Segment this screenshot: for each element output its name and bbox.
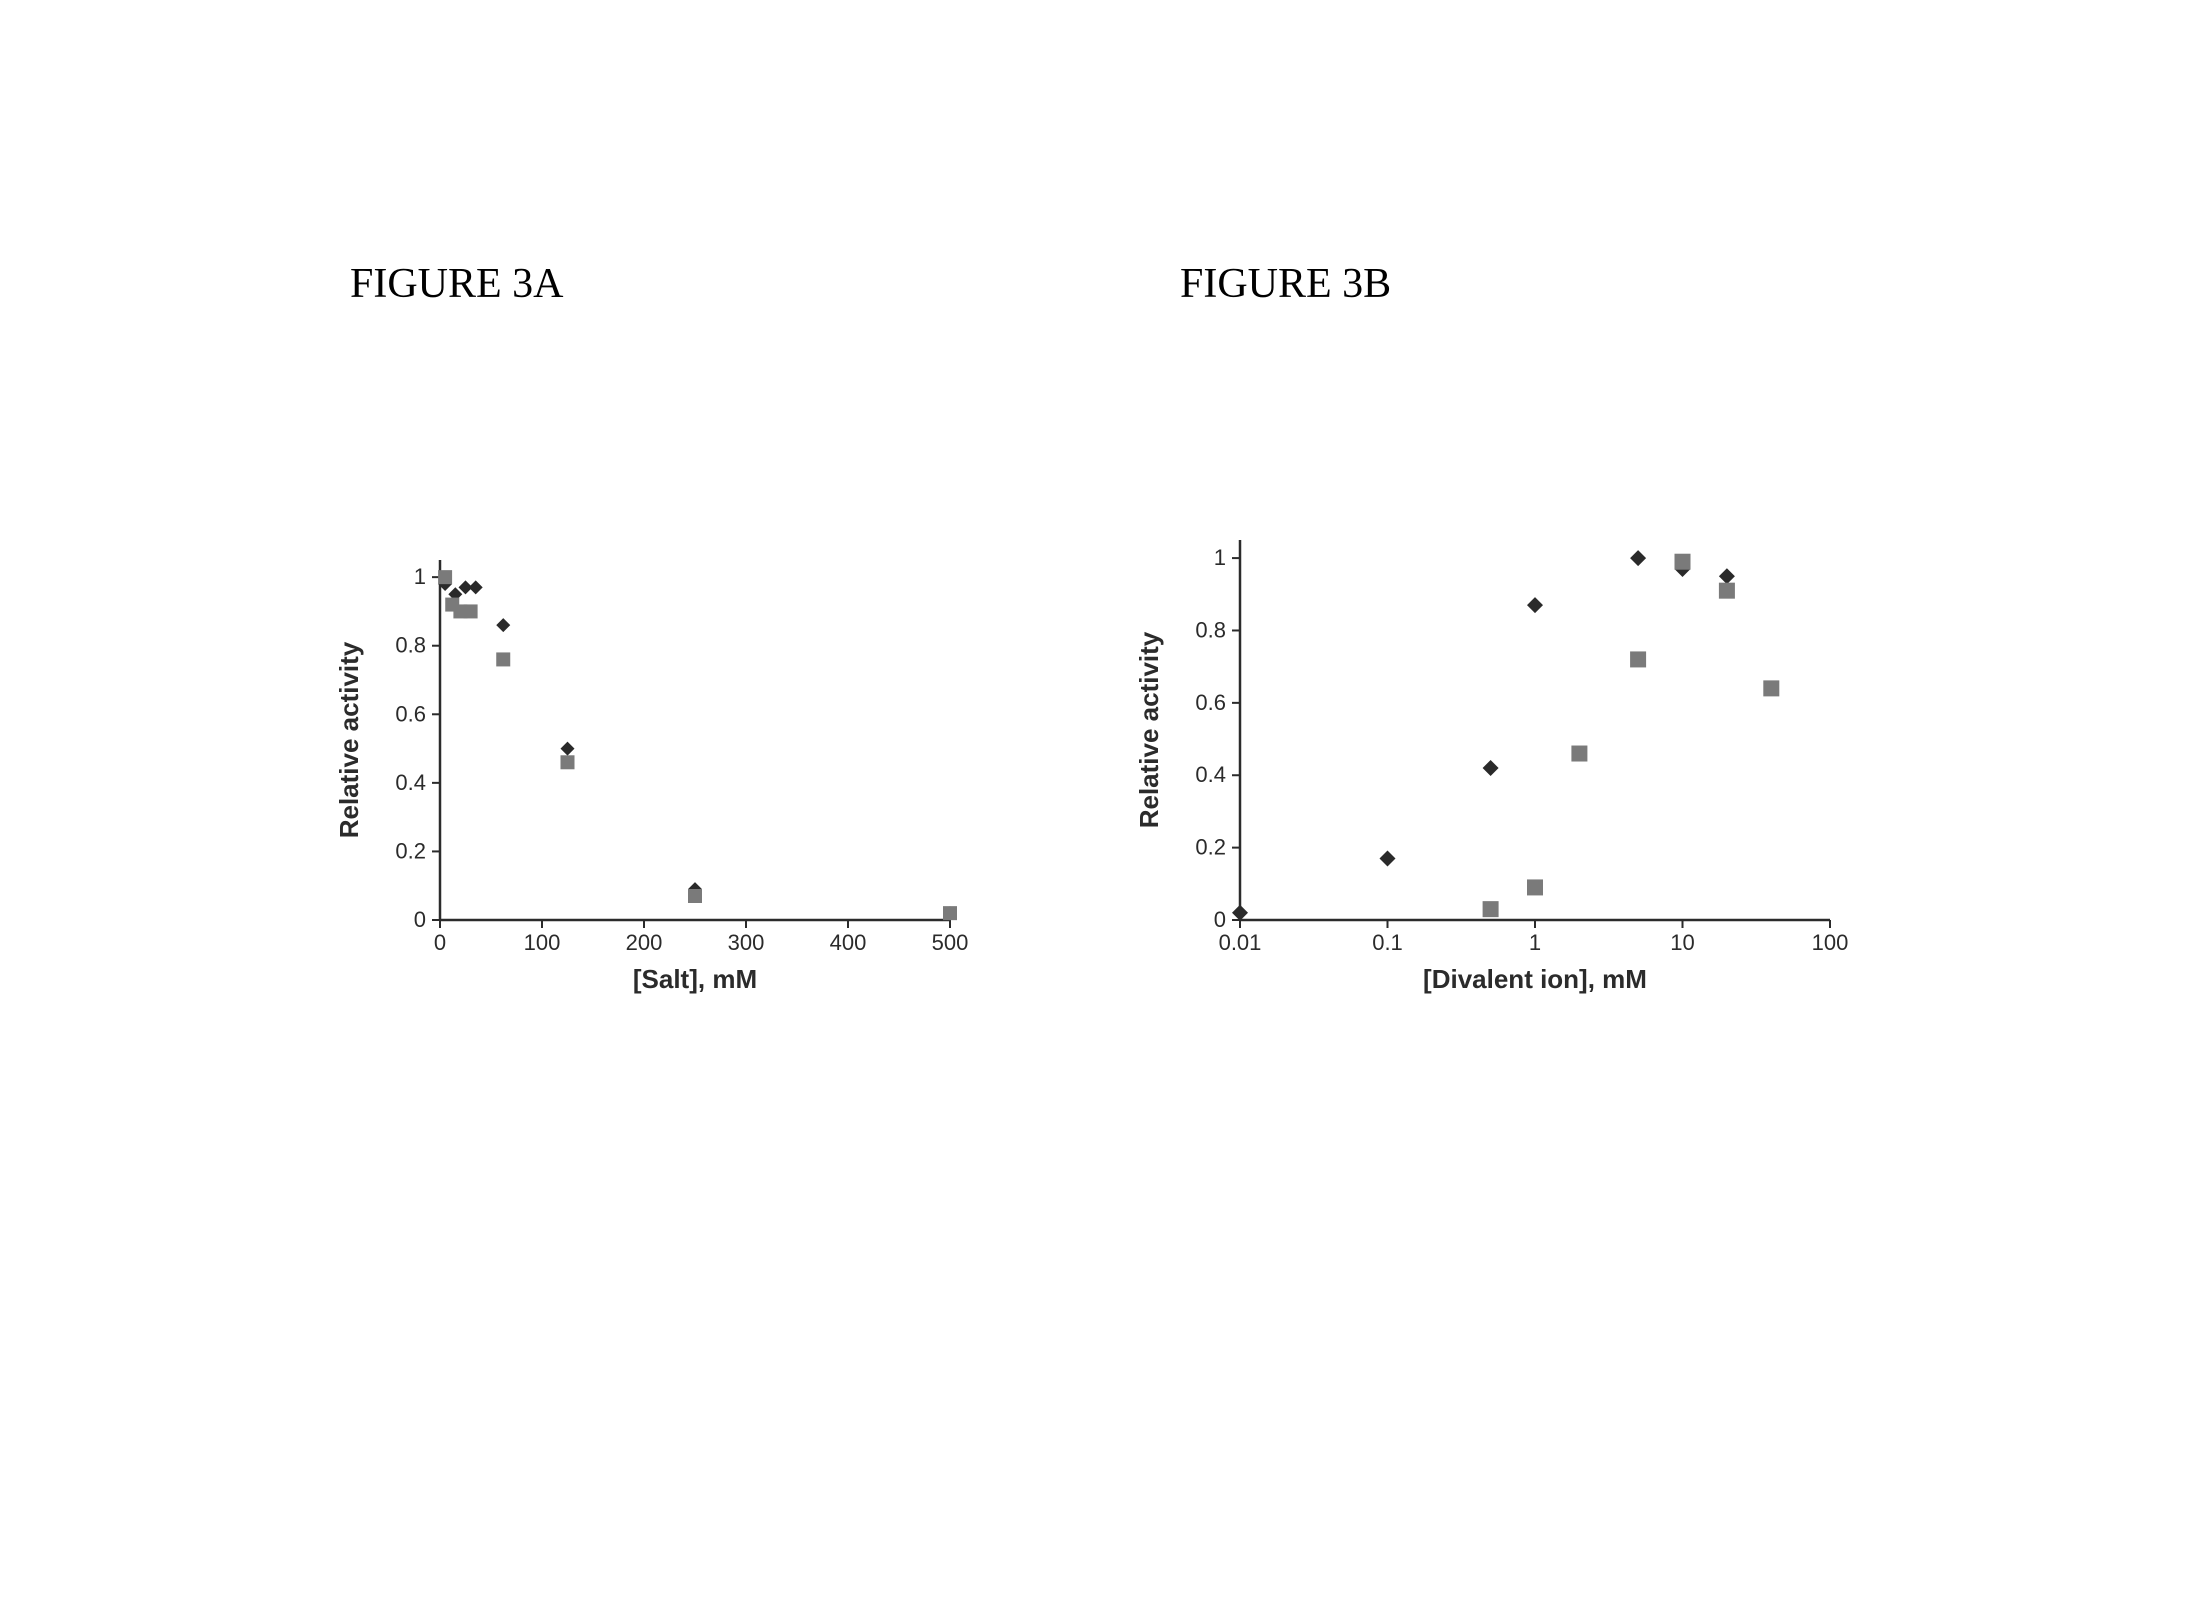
marker-square [1630,651,1646,667]
marker-square [943,906,957,920]
marker-square [496,652,510,666]
marker-square [1527,879,1543,895]
marker-diamond [469,580,483,594]
chart-b-xtick-label: 1 [1529,930,1541,955]
chart-a-xtick-label: 400 [830,930,867,955]
chart-a-xlabel: [Salt], mM [633,964,757,994]
chart-a-xtick-label: 200 [626,930,663,955]
chart-b-xtick-label: 10 [1670,930,1694,955]
chart-b-ylabel: Relative activity [1134,631,1164,828]
figure-title-a: FIGURE 3A [350,260,564,308]
chart-b-xlabel: [Divalent ion], mM [1423,964,1647,994]
chart-a-series-1 [438,570,957,920]
chart-a: 0 0.2 0.4 0.6 0.8 1 0 100 200 300 400 500 [Salt], mM… [330,540,970,1010]
chart-a-ytick-label: 0.8 [395,633,426,658]
chart-b-svg: 0 0.2 0.4 0.6 0.8 1 0.01 0.1 1 10 100 [Divalent ion… [1130,520,1850,1010]
chart-a-xtick-label: 0 [434,930,446,955]
marker-square [1483,901,1499,917]
chart-a-axes: 0 0.2 0.4 0.6 0.8 1 0 100 200 300 400 500 [395,560,968,955]
marker-square [1763,680,1779,696]
chart-b-axes: 0 0.2 0.4 0.6 0.8 1 0.01 0.1 1 10 100 [1195,540,1848,955]
chart-b-ytick-label: 0.6 [1195,690,1226,715]
chart-a-svg: 0 0.2 0.4 0.6 0.8 1 0 100 200 300 400 500 [Salt], mM… [330,540,970,1010]
chart-a-xtick-label: 300 [728,930,765,955]
chart-b-xtick-label: 0.01 [1219,930,1262,955]
chart-a-xtick-label: 100 [524,930,561,955]
marker-square [688,889,702,903]
marker-square [1719,583,1735,599]
marker-square [561,755,575,769]
chart-b-series-0 [1232,550,1735,921]
chart-b-xtick-label: 0.1 [1372,930,1403,955]
chart-a-ytick-label: 0.4 [395,770,426,795]
marker-diamond [1719,568,1735,584]
chart-b-ytick-label: 0.4 [1195,762,1226,787]
chart-b: 0 0.2 0.4 0.6 0.8 1 0.01 0.1 1 10 100 [Divalent ion… [1130,520,1850,1010]
marker-diamond [1527,597,1543,613]
chart-b-ytick-label: 1 [1214,545,1226,570]
marker-diamond [1232,905,1248,921]
chart-a-series-0 [438,577,957,920]
marker-square [1571,746,1587,762]
chart-a-ylabel: Relative activity [334,641,364,838]
page: FIGURE 3A FIGURE 3B 00.20.40.60.81010020… [0,0,2195,1600]
chart-b-ytick-label: 0 [1214,907,1226,932]
chart-a-xtick-label: 500 [932,930,969,955]
chart-a-ytick-label: 0.6 [395,701,426,726]
marker-diamond [1483,760,1499,776]
chart-b-xtick-label: 100 [1812,930,1849,955]
chart-a-ytick-label: 0.2 [395,838,426,863]
figure-title-b: FIGURE 3B [1180,260,1391,308]
marker-square [1675,554,1691,570]
marker-diamond [496,618,510,632]
chart-b-ytick-label: 0.8 [1195,617,1226,642]
chart-b-ytick-label: 0.2 [1195,835,1226,860]
marker-square [464,604,478,618]
marker-diamond [1630,550,1646,566]
chart-a-ytick-label: 1 [414,564,426,589]
marker-diamond [1380,850,1396,866]
marker-square [438,570,452,584]
chart-a-ytick-label: 0 [414,907,426,932]
chart-b-series-1 [1483,554,1780,917]
marker-diamond [561,742,575,756]
